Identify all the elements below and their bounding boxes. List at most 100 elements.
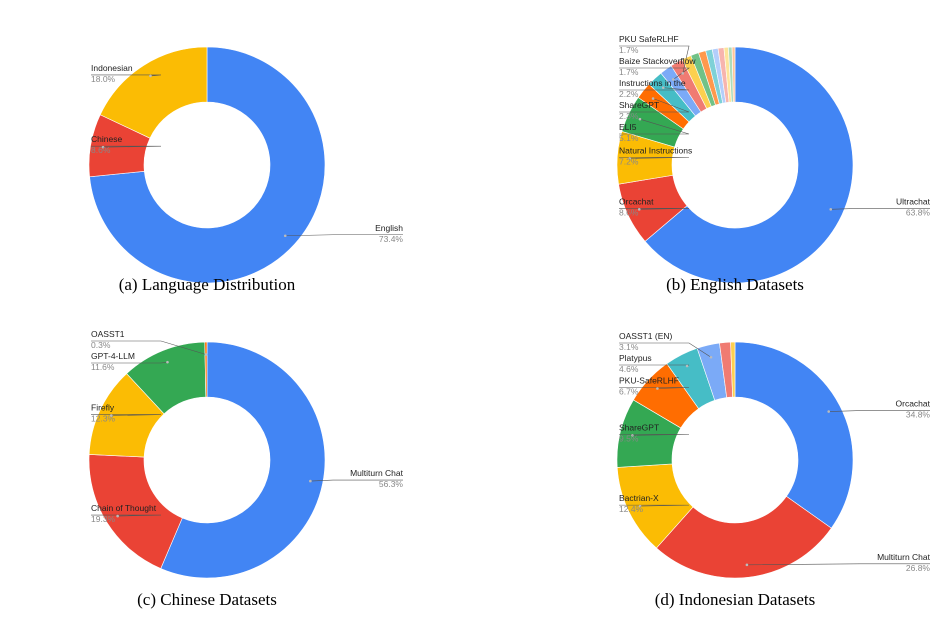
leader-dot <box>671 78 675 81</box>
slice-value: 2.2% <box>619 89 639 99</box>
slice-value: 12.4% <box>619 504 644 514</box>
caption: (a) Language Distribution <box>119 275 296 294</box>
leader-line <box>619 98 690 113</box>
slice-value: 1.7% <box>619 67 639 77</box>
leader-line <box>619 45 690 74</box>
slice-label: Chain of Thought <box>91 503 157 513</box>
leader-dot <box>656 387 659 390</box>
leader-line <box>619 434 690 436</box>
leader-line <box>619 67 690 80</box>
slice-label: Chinese <box>91 134 122 144</box>
slice <box>644 46 854 284</box>
leader-line <box>746 563 930 566</box>
slice-value: 8.6% <box>91 145 111 155</box>
slice-value: 73.4% <box>379 234 404 244</box>
leader-line <box>830 208 930 210</box>
slice <box>99 46 208 139</box>
slice-label: Bactrian-X <box>619 493 659 503</box>
leader-line <box>310 479 403 482</box>
leader-line <box>91 361 168 364</box>
leader-dot <box>638 504 642 508</box>
leader-dot <box>685 364 689 368</box>
slice-value: 12.3% <box>91 414 116 424</box>
slice-label: English <box>375 223 403 233</box>
slice-value: 3.1% <box>619 342 639 352</box>
slice-value: 56.3% <box>379 479 404 489</box>
slice-label: Firefly <box>91 403 115 413</box>
slice-label: ShareGPT <box>619 422 659 432</box>
slice-value: 8.6% <box>619 207 639 217</box>
slice-label: Baize Stackoverflow <box>619 56 696 66</box>
leader-dot <box>829 208 833 211</box>
slice <box>730 341 736 398</box>
slice <box>655 495 832 579</box>
slice-label: Multiturn Chat <box>350 468 404 478</box>
leader-dot <box>709 355 713 359</box>
leader-dot <box>745 563 749 567</box>
leader-dot <box>283 234 287 238</box>
slice-label: GPT-4-LLM <box>91 351 135 361</box>
slice-label: OASST1 (EN) <box>619 331 673 341</box>
slice-label: Indonesian <box>91 63 133 73</box>
leader-line <box>828 410 930 412</box>
leader-dot <box>637 208 641 211</box>
slice-value: 11.6% <box>91 362 115 372</box>
leader-line <box>619 208 690 210</box>
leader-line <box>91 414 162 416</box>
leader-dot <box>101 145 105 149</box>
leader-dot <box>827 410 830 413</box>
slice <box>89 46 326 284</box>
leader-dot <box>204 353 208 356</box>
leader-line <box>285 234 403 237</box>
leader-dot <box>638 117 642 121</box>
slice-value: 34.8% <box>906 410 931 420</box>
slice <box>734 341 854 529</box>
slice-value: 63.8% <box>906 207 931 217</box>
slice-label: Orcachat <box>896 399 931 409</box>
slice-value: 19.3% <box>91 514 116 524</box>
slice-value: 1.7% <box>619 45 639 55</box>
slice-value: 6.7% <box>619 387 639 397</box>
leader-dot <box>116 514 119 518</box>
slice <box>160 341 326 579</box>
leader-dot <box>661 86 665 89</box>
leader-line <box>619 387 690 389</box>
slice-value: 26.8% <box>906 563 931 573</box>
slice-label: ShareGPT <box>619 100 659 110</box>
leader-dot <box>631 434 634 437</box>
slice <box>204 341 208 398</box>
leader-dot <box>166 360 169 364</box>
leader-dot <box>628 157 632 160</box>
caption: (d) Indonesian Datasets <box>655 590 816 609</box>
leader-dot <box>109 414 113 417</box>
slice-value: 2.3% <box>619 111 639 121</box>
leader-line <box>91 145 162 148</box>
slice-label: Instructions in the <box>619 78 686 88</box>
slice-value: 4.6% <box>619 364 639 374</box>
slice-value: 5.1% <box>619 133 639 143</box>
leader-dot <box>149 74 152 78</box>
slice <box>731 46 736 103</box>
leader-line <box>619 342 712 358</box>
slice-value: 0.3% <box>91 340 111 350</box>
leader-dot <box>681 72 685 75</box>
slice-label: PKU-SafeRLHF <box>619 376 679 386</box>
leader-line <box>91 74 162 77</box>
leader-dot <box>309 479 312 483</box>
leader-line <box>91 340 207 355</box>
leader-line <box>619 504 690 507</box>
slice-label: Platypus <box>619 353 652 363</box>
leader-line <box>619 87 690 91</box>
slice-label: PKU SafeRLHF <box>619 34 679 44</box>
slice-label: ELI5 <box>619 122 637 132</box>
caption: (c) Chinese Datasets <box>137 590 277 609</box>
leader-dot <box>651 97 655 100</box>
slice-label: OASST1 <box>91 329 125 339</box>
slice-label: Multiturn Chat <box>877 552 931 562</box>
slice-label: Orcachat <box>619 196 654 206</box>
